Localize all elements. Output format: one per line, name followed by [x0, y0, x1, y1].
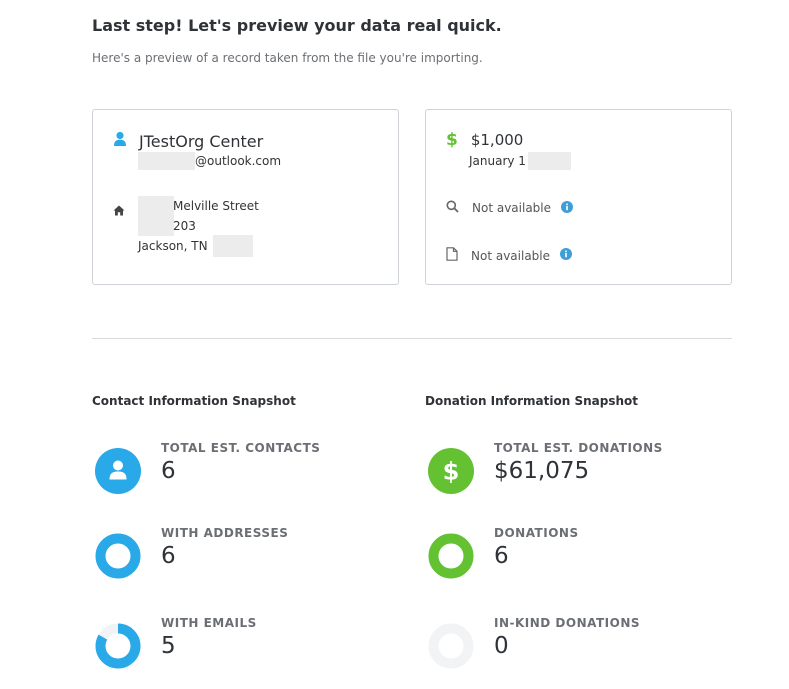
- stat-value: 6: [494, 543, 509, 569]
- info-icon[interactable]: [560, 248, 573, 263]
- address-street: Melville Street: [173, 199, 259, 213]
- donation-date: January 1: [469, 152, 571, 170]
- redacted-block: [138, 216, 174, 236]
- donation-amount-row: $ $1,000: [446, 131, 523, 149]
- contact-email: @outlook.com: [138, 152, 281, 170]
- redacted-block: [212, 235, 253, 257]
- stat-label: IN-KIND DONATIONS: [494, 616, 641, 630]
- dollar-icon: $: [446, 129, 458, 150]
- contact-preview-card: JTestOrg Center @outlook.com Jackson, TN…: [92, 109, 399, 285]
- redacted-block: [527, 152, 571, 170]
- stat-value: $61,075: [494, 458, 590, 484]
- empty-ring-chart: [428, 623, 474, 673]
- note-value: Not available: [471, 248, 551, 263]
- donation-note-row: Not available: [446, 247, 573, 264]
- stat-label: TOTAL EST. CONTACTS: [161, 441, 321, 455]
- contact-name: JTestOrg Center: [139, 131, 264, 151]
- contact-name-row: JTestOrg Center: [113, 131, 263, 151]
- stat-value: 6: [161, 458, 176, 484]
- stat-label: DONATIONS: [494, 526, 579, 540]
- contact-snapshot-title: Contact Information Snapshot: [92, 394, 296, 408]
- svg-text:$: $: [443, 458, 460, 486]
- section-divider: [92, 338, 732, 339]
- redacted-block: [138, 152, 195, 170]
- donation-snapshot-title: Donation Information Snapshot: [425, 394, 639, 408]
- full-ring-chart: [428, 533, 474, 583]
- file-icon: [446, 247, 458, 264]
- info-icon[interactable]: [561, 200, 574, 216]
- page-title: Last step! Let's preview your data real …: [92, 16, 502, 35]
- redacted-block: [138, 196, 174, 216]
- stat-value: 5: [161, 633, 176, 659]
- stat-value: 6: [161, 543, 176, 569]
- page-subtitle: Here's a preview of a record taken from …: [92, 51, 483, 65]
- partial-ring-chart: [95, 623, 141, 673]
- full-ring-chart: [95, 533, 141, 583]
- donation-campaign-row: Not available: [446, 200, 574, 216]
- ring-progress-arc: [95, 623, 141, 669]
- stat-label: TOTAL EST. DONATIONS: [494, 441, 663, 455]
- donation-amount: $1,000: [470, 131, 524, 149]
- stat-label: WITH EMAILS: [161, 616, 257, 630]
- donation-preview-card: $ $1,000 January 1 Not available Not ava…: [425, 109, 732, 285]
- stat-value: 0: [494, 633, 509, 659]
- search-icon: [446, 200, 459, 216]
- home-icon: [113, 201, 125, 220]
- user-icon: [95, 448, 141, 498]
- address-city: Jackson, TN: [138, 239, 208, 253]
- campaign-value: Not available: [472, 201, 552, 215]
- dollar-icon: $: [428, 448, 474, 498]
- contact-address: Jackson, TN: [138, 196, 253, 257]
- user-icon: [113, 131, 127, 151]
- stat-label: WITH ADDRESSES: [161, 526, 289, 540]
- address-unit: 203: [173, 219, 196, 233]
